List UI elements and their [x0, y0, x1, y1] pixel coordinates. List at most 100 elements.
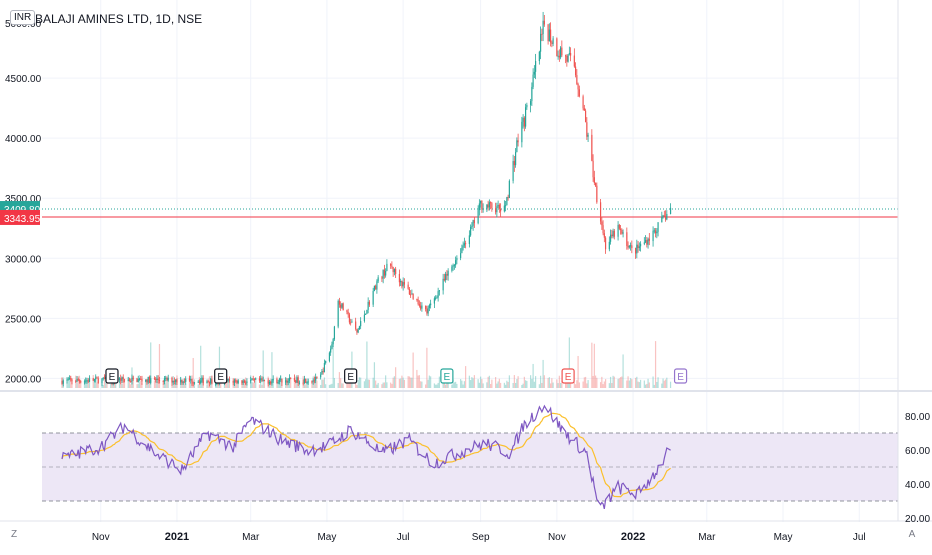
candle-body[interactable]	[473, 220, 475, 224]
candle-body[interactable]	[533, 71, 535, 75]
candle-body[interactable]	[61, 380, 63, 384]
candle-body[interactable]	[644, 240, 647, 243]
candle-body[interactable]	[331, 344, 333, 349]
candle-body[interactable]	[255, 378, 257, 380]
candle-body[interactable]	[498, 204, 500, 209]
candle-body[interactable]	[561, 47, 563, 56]
candle-body[interactable]	[532, 74, 534, 87]
candle-body[interactable]	[392, 267, 394, 273]
candle-body[interactable]	[452, 265, 454, 267]
candle-body[interactable]	[656, 231, 658, 234]
candle-body[interactable]	[643, 242, 645, 244]
candle-body[interactable]	[611, 234, 613, 237]
candle-body[interactable]	[103, 377, 106, 380]
candle-body[interactable]	[653, 230, 655, 232]
candle-body[interactable]	[525, 107, 527, 127]
candle-body[interactable]	[165, 377, 167, 379]
candle-body[interactable]	[382, 269, 384, 279]
candle-body[interactable]	[557, 55, 559, 57]
candle-body[interactable]	[321, 371, 323, 375]
candle-body[interactable]	[506, 197, 508, 206]
candle-body[interactable]	[278, 379, 281, 383]
candle-body[interactable]	[490, 202, 492, 204]
candle-body[interactable]	[401, 280, 403, 287]
candle-body[interactable]	[513, 161, 515, 166]
candle-body[interactable]	[478, 203, 480, 211]
candle-body[interactable]	[355, 321, 357, 329]
candle-body[interactable]	[584, 110, 587, 123]
candle-body[interactable]	[443, 278, 445, 281]
candle-body[interactable]	[250, 379, 252, 382]
candle-body[interactable]	[293, 378, 296, 381]
candle-body[interactable]	[337, 300, 339, 327]
candle-body[interactable]	[626, 232, 628, 246]
candle-body[interactable]	[647, 238, 649, 245]
candle-body[interactable]	[547, 24, 549, 42]
candle-body[interactable]	[548, 29, 550, 42]
candle-body[interactable]	[237, 380, 239, 383]
candle-body[interactable]	[307, 381, 309, 383]
candle-body[interactable]	[167, 377, 169, 381]
candle-body[interactable]	[183, 381, 186, 383]
candle-body[interactable]	[86, 380, 88, 382]
candlesticks[interactable]	[61, 11, 672, 387]
candle-body[interactable]	[66, 379, 68, 381]
candle-body[interactable]	[252, 378, 254, 380]
candle-body[interactable]	[373, 285, 376, 291]
candle-body[interactable]	[568, 53, 570, 55]
candle-body[interactable]	[522, 117, 524, 122]
candle-body[interactable]	[566, 55, 568, 62]
candle-body[interactable]	[141, 378, 143, 382]
candle-body[interactable]	[497, 204, 499, 207]
candle-body[interactable]	[271, 380, 273, 384]
candle-body[interactable]	[85, 380, 87, 382]
candle-body[interactable]	[202, 377, 204, 384]
candle-body[interactable]	[372, 290, 374, 305]
candle-body[interactable]	[400, 280, 402, 283]
candle-body[interactable]	[261, 378, 263, 381]
candle-body[interactable]	[516, 140, 518, 153]
candle-body[interactable]	[558, 55, 560, 58]
candle-body[interactable]	[503, 205, 505, 212]
candle-body[interactable]	[599, 202, 602, 222]
candle-body[interactable]	[192, 382, 194, 384]
candle-body[interactable]	[471, 225, 473, 227]
candle-body[interactable]	[130, 380, 132, 382]
candle-body[interactable]	[95, 377, 97, 380]
candle-body[interactable]	[298, 382, 301, 384]
candle-body[interactable]	[500, 208, 502, 212]
candle-body[interactable]	[639, 243, 642, 247]
candle-body[interactable]	[574, 66, 577, 76]
candle-body[interactable]	[552, 38, 554, 44]
candle-body[interactable]	[436, 297, 438, 299]
candle-body[interactable]	[376, 281, 378, 290]
candle-body[interactable]	[428, 305, 430, 308]
candle-body[interactable]	[131, 377, 133, 382]
candle-body[interactable]	[356, 328, 358, 333]
candle-body[interactable]	[280, 378, 282, 380]
candle-body[interactable]	[542, 20, 544, 34]
candle-body[interactable]	[340, 304, 342, 308]
candle-body[interactable]	[661, 216, 663, 223]
candle-body[interactable]	[70, 378, 72, 380]
candle-body[interactable]	[350, 322, 352, 324]
candle-body[interactable]	[268, 382, 271, 384]
candle-body[interactable]	[158, 380, 161, 382]
candle-body[interactable]	[391, 265, 393, 268]
candle-body[interactable]	[191, 379, 193, 383]
candle-body[interactable]	[80, 381, 82, 383]
candle-body[interactable]	[381, 277, 383, 279]
candle-body[interactable]	[515, 152, 517, 166]
candle-body[interactable]	[628, 245, 630, 248]
candle-body[interactable]	[272, 378, 274, 381]
candle-body[interactable]	[338, 300, 341, 305]
candle-body[interactable]	[375, 285, 377, 290]
candle-body[interactable]	[577, 84, 579, 90]
candle-body[interactable]	[470, 226, 472, 236]
candle-body[interactable]	[190, 379, 192, 381]
candle-body[interactable]	[162, 380, 164, 382]
candle-body[interactable]	[286, 380, 288, 383]
candle-body[interactable]	[333, 326, 336, 340]
candle-body[interactable]	[487, 204, 489, 208]
